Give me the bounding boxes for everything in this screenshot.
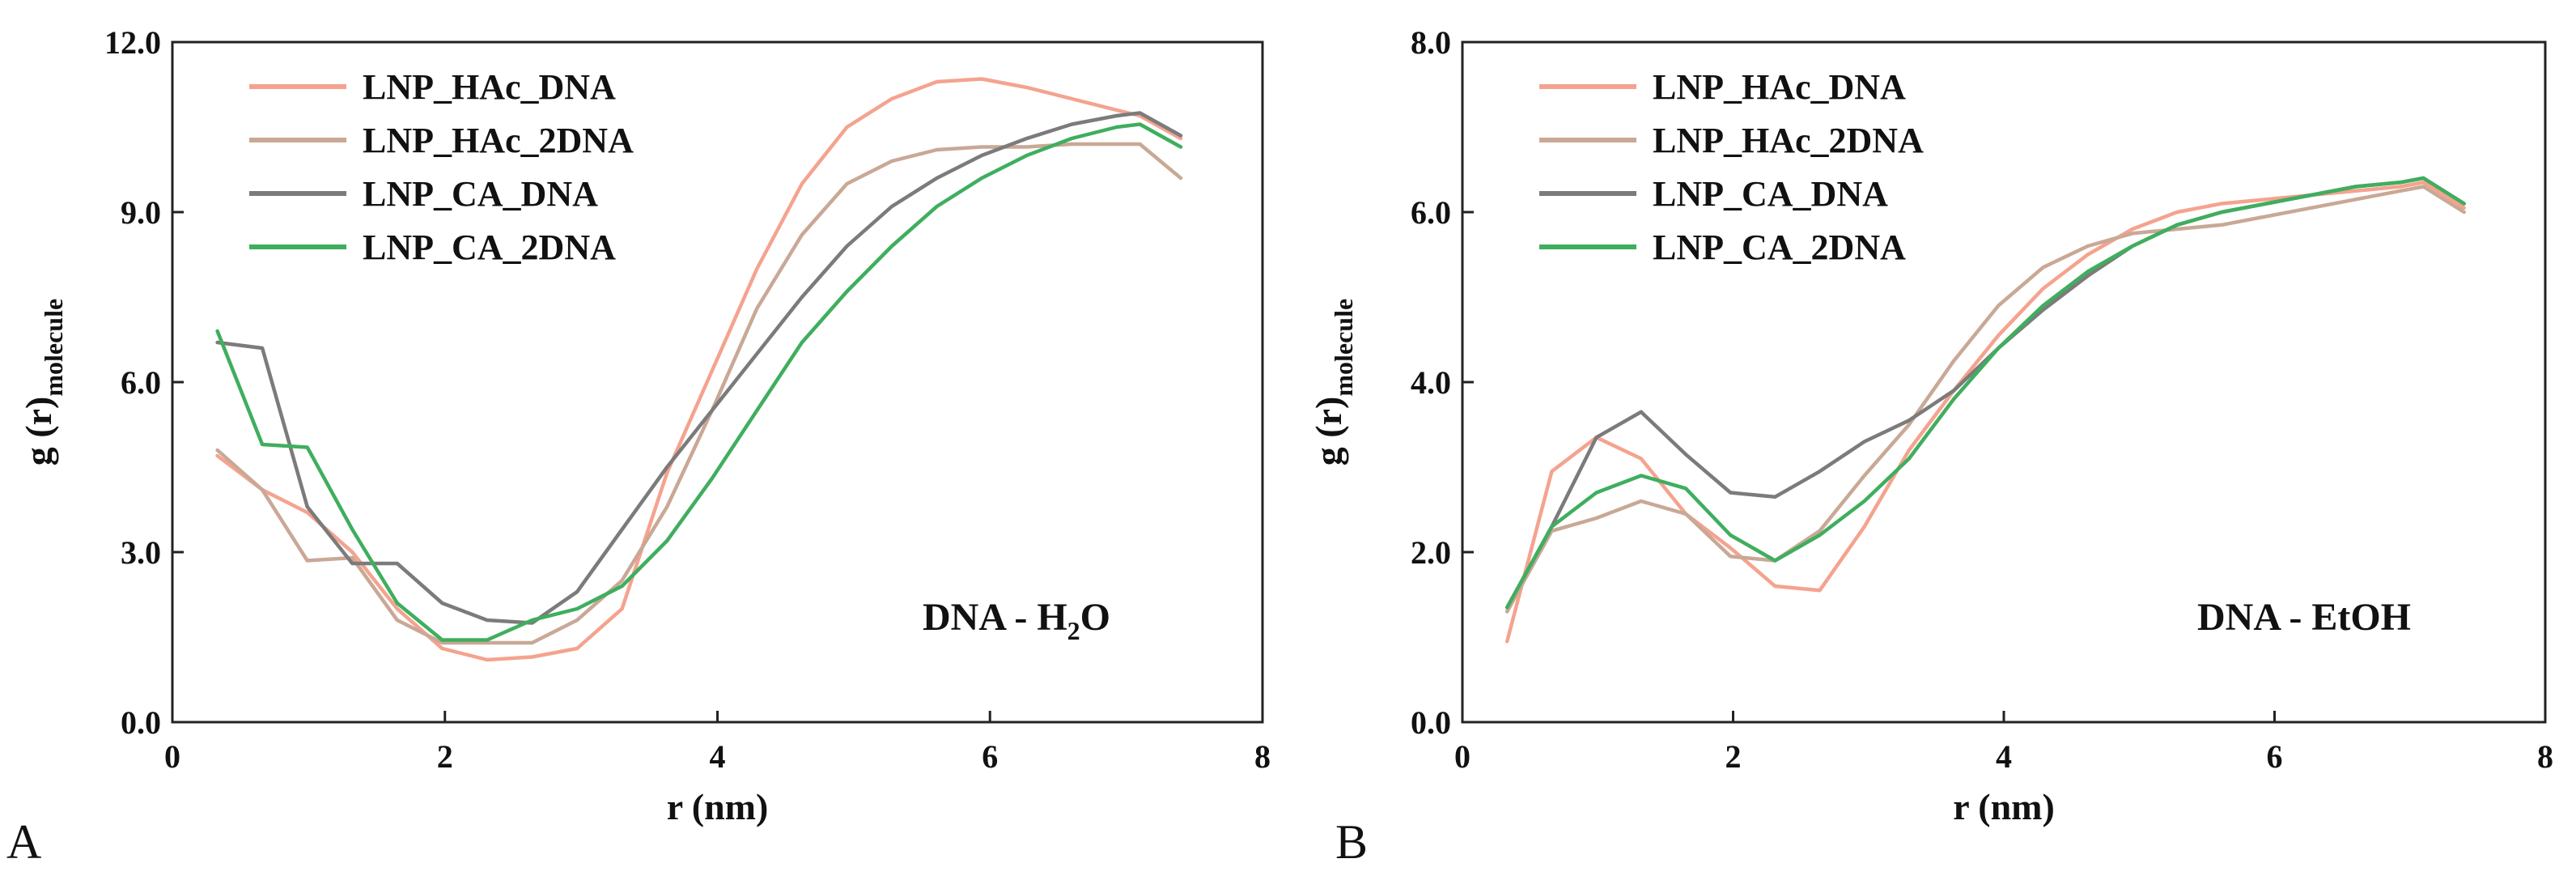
y-axis-label-subscript: molecule (39, 299, 68, 397)
y-tick-label: 3.0 (121, 534, 161, 571)
series-line-lnp-hac-dna (1504, 181, 2466, 644)
y-tick-label: 0.0 (1411, 704, 1451, 741)
x-tick-label: 2 (1725, 738, 1742, 775)
y-axis-label-main: g (r) (18, 397, 59, 466)
legend: LNP_HAc_DNA LNP_HAc_2DNA LNP_CA_DNA LNP_CA_… (249, 67, 634, 267)
series-line-lnp-ca-dna (215, 111, 1183, 625)
x-tick-label: 0 (164, 738, 180, 775)
panel-annotation: DNA - EtOH (2197, 596, 2411, 639)
legend-label: LNP_CA_DNA (363, 174, 598, 214)
x-tick-label: 4 (710, 738, 726, 775)
y-tick-label: 9.0 (121, 194, 161, 231)
x-tick-label: 8 (2537, 738, 2553, 775)
y-tick-label: 12.0 (104, 24, 161, 61)
y-tick-label: 6.0 (1411, 194, 1451, 231)
legend-label: LNP_CA_2DNA (1653, 227, 1906, 267)
x-tick-label: 2 (437, 738, 453, 775)
x-tick-label: 6 (2267, 738, 2283, 775)
y-tick-label: 2.0 (1411, 534, 1451, 571)
legend-label: LNP_CA_DNA (1653, 174, 1888, 214)
y-tick-label: 8.0 (1411, 24, 1451, 61)
y-axis-label-main: g (r) (1308, 397, 1349, 466)
panel-b: 0 2 4 6 8 0.0 2.0 4.0 6.0 8.0 r (nm) g (r)molecule L… (1308, 24, 2553, 869)
legend: LNP_HAc_DNA LNP_HAc_2DNA LNP_CA_DNA LNP_CA_… (1539, 67, 1924, 267)
series-line-lnp-ca-2dna (1504, 176, 2466, 610)
annotation-tail: O (1080, 596, 1110, 639)
y-tick-label: 0.0 (121, 704, 161, 741)
x-axis-label: r (nm) (1953, 786, 2055, 827)
panel-annotation: DNA - H2O (923, 596, 1110, 645)
annotation-main: DNA - H (923, 596, 1067, 639)
annotation-main: DNA - EtOH (2197, 596, 2411, 639)
legend-label: LNP_HAc_DNA (363, 67, 616, 107)
legend-label: LNP_HAc_DNA (1653, 67, 1906, 107)
series-line-lnp-hac-dna (215, 77, 1183, 662)
y-axis-label-subscript: molecule (1329, 299, 1358, 397)
x-tick-label: 8 (1254, 738, 1271, 775)
x-tick-label: 0 (1454, 738, 1470, 775)
panel-label: A (6, 815, 41, 869)
legend-label: LNP_CA_2DNA (363, 227, 616, 267)
series-line-lnp-ca-2dna (215, 122, 1183, 642)
y-axis-label: g (r)molecule (18, 299, 68, 466)
x-tick-label: 4 (1996, 738, 2012, 775)
legend-label: LNP_HAc_2DNA (363, 121, 634, 160)
y-axis-label: g (r)molecule (1308, 299, 1358, 466)
x-axis-label: r (nm) (667, 786, 769, 827)
y-tick-label: 4.0 (1411, 364, 1451, 401)
series-line-lnp-hac-2dna (1504, 185, 2466, 614)
x-tick-label: 6 (982, 738, 998, 775)
series-line-lnp-hac-2dna (215, 142, 1183, 645)
y-tick-label: 6.0 (121, 364, 161, 401)
panel-label: B (1335, 815, 1368, 869)
annotation-subscript: 2 (1067, 616, 1080, 645)
panel-a: 0 2 4 6 8 0.0 3.0 6.0 9.0 12.0 r (nm) g (r)molecule… (6, 24, 1271, 869)
legend-label: LNP_HAc_2DNA (1653, 121, 1924, 160)
series-line-lnp-ca-dna (1504, 176, 2466, 610)
